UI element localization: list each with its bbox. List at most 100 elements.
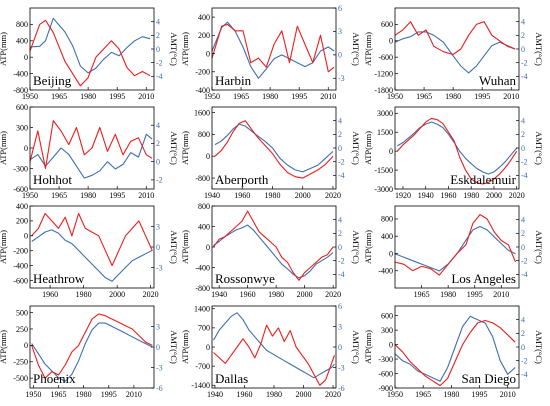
y-right-axis-title: AMT(°C) bbox=[351, 330, 361, 364]
y-right-tick-label: -6 bbox=[156, 384, 163, 393]
x-tick-label: 2020 bbox=[509, 191, 525, 200]
y-right-tick-label: 0 bbox=[521, 343, 525, 352]
y-left-tick-label: -200 bbox=[13, 247, 28, 256]
x-tick-label: 1995 bbox=[109, 191, 125, 200]
y-left-tick-label: -400 bbox=[195, 86, 210, 95]
y-right-tick-label: 0 bbox=[338, 243, 342, 252]
atp-series-line-heathrow bbox=[31, 212, 153, 267]
city-name-heathrow: Heathrow bbox=[33, 271, 85, 286]
x-tick-label: 1940 bbox=[204, 191, 220, 200]
y-right-tick-label: 2 bbox=[521, 130, 525, 139]
y-left-tick-label: -300 bbox=[378, 355, 393, 364]
y-left-axis-title: ATP(mm) bbox=[363, 131, 373, 165]
x-tick-label: 2010 bbox=[126, 390, 142, 399]
y-left-tick-label: 800 bbox=[381, 215, 393, 224]
y-right-axis-title: AMT(°C) bbox=[534, 330, 544, 364]
y-left-tick-label: 0 bbox=[206, 152, 210, 161]
y-left-tick-label: 200 bbox=[198, 31, 210, 40]
y-left-tick-label: 200 bbox=[16, 217, 28, 226]
panel-rossonwye: 1940 1960 1980 2000 2020 -800 -400 0 400 800 -4 -2 0… bbox=[180, 202, 361, 299]
y-left-axis-title: ATP(mm) bbox=[180, 32, 190, 66]
y-left-axis-title: ATP(mm) bbox=[180, 131, 190, 165]
y-right-tick-label: 4 bbox=[156, 17, 160, 26]
x-tick-label: 1995 bbox=[474, 92, 490, 101]
y-right-tick-label: -2 bbox=[521, 256, 528, 265]
x-tick-label: 1960 bbox=[42, 290, 58, 299]
y-left-axis-title: ATP(mm) bbox=[363, 32, 373, 66]
y-right-tick-label: 2 bbox=[521, 329, 525, 338]
atp-series-line-hohhot bbox=[29, 120, 153, 170]
atp-series-line-beijing bbox=[29, 19, 151, 87]
y-right-tick-label: 0 bbox=[156, 157, 160, 166]
x-tick-label: 1965 bbox=[415, 390, 431, 399]
y-left-tick-label: 0 bbox=[24, 341, 28, 350]
x-tick-label: 1920 bbox=[395, 191, 411, 200]
y-left-tick-label: 300 bbox=[381, 326, 393, 335]
plot-frame bbox=[211, 7, 337, 91]
x-tick-label: 1980 bbox=[443, 390, 459, 399]
y-right-tick-label: -3 bbox=[156, 263, 163, 272]
y-right-tick-label: 4 bbox=[338, 215, 342, 224]
amt-series-line-dallas bbox=[213, 312, 335, 379]
x-tick-label: 2020 bbox=[325, 191, 341, 200]
x-tick-label: 1980 bbox=[266, 390, 282, 399]
x-tick-label: 1940 bbox=[211, 290, 227, 299]
y-left-tick-label: 400 bbox=[198, 13, 210, 22]
x-tick-label: 1950 bbox=[25, 390, 41, 399]
x-tick-label: 1965 bbox=[51, 92, 67, 101]
y-right-tick-label: 0 bbox=[521, 45, 525, 54]
y-left-tick-label: -800 bbox=[195, 284, 210, 293]
x-tick-label: 2010 bbox=[493, 290, 509, 299]
y-left-tick-label: -3000 bbox=[374, 185, 393, 194]
atp-series-line-aberporth bbox=[214, 120, 334, 179]
y-left-tick-label: 1600 bbox=[194, 108, 210, 117]
y-right-axis-title: AMT(°C) bbox=[534, 32, 544, 66]
x-tick-label: 1960 bbox=[240, 290, 256, 299]
amt-series-line-san-diego bbox=[394, 315, 516, 382]
city-name-phoenix: Phoenix bbox=[33, 371, 76, 386]
atp-series-line-harbin bbox=[211, 23, 335, 73]
x-tick-label: 1995 bbox=[109, 92, 125, 101]
atp-series-line-wuhan bbox=[394, 21, 516, 56]
y-left-tick-label: 0 bbox=[24, 232, 28, 241]
x-tick-label: 2010 bbox=[503, 92, 519, 101]
panel-dallas: 1940 1960 1980 2000 2020 -1400 -700 0 700 1400 -6 -… bbox=[180, 302, 361, 399]
y-right-tick-label: 0 bbox=[521, 144, 525, 153]
y-left-tick-label: -500 bbox=[13, 374, 28, 383]
x-tick-label: 1960 bbox=[234, 191, 250, 200]
atp-series-line-san-diego bbox=[394, 319, 516, 387]
y-left-axis-title: ATP(mm) bbox=[0, 330, 8, 364]
panel-los-angeles: 1965 1980 1995 2010 -400 0 400 800 -4 -2 0 2 4 ATP(mm… bbox=[363, 205, 544, 299]
panel-hohhot: 1950 1965 1980 1995 2010 -600 -300 0 300 600 -2 0 2 4… bbox=[0, 103, 179, 200]
y-right-tick-label: -3 bbox=[338, 74, 345, 83]
amt-series-line-heathrow bbox=[31, 229, 153, 282]
y-right-tick-label: 0 bbox=[338, 343, 342, 352]
x-tick-label: 1950 bbox=[22, 191, 38, 200]
city-name-hohhot: Hohhot bbox=[33, 172, 72, 187]
y-left-tick-label: -900 bbox=[378, 384, 393, 393]
y-left-tick-label: 600 bbox=[381, 20, 393, 29]
amt-series-line-beijing bbox=[29, 17, 151, 74]
y-right-tick-label: -2 bbox=[521, 157, 528, 166]
y-left-tick-label: 400 bbox=[16, 202, 28, 211]
atp-series-line-dallas bbox=[213, 324, 336, 386]
y-left-tick-label: 800 bbox=[16, 20, 28, 29]
y-right-tick-label: 0 bbox=[521, 243, 525, 252]
y-right-axis-title: AMT(°C) bbox=[534, 131, 544, 165]
amt-series-line-hohhot bbox=[29, 133, 153, 179]
x-tick-label: 2020 bbox=[143, 290, 159, 299]
city-name-harbin: Harbin bbox=[215, 73, 252, 88]
y-left-tick-label: -600 bbox=[378, 53, 393, 62]
y-left-tick-label: -400 bbox=[13, 69, 28, 78]
panel-wuhan: 1950 1965 1980 1995 2010 -1800 -1200 -600 0 600 -4… bbox=[363, 7, 544, 101]
city-name-beijing: Beijing bbox=[33, 73, 72, 88]
panel-harbin: 1950 1965 1980 1995 2010 -400 -200 0 200 400 -3 0 3 6… bbox=[180, 4, 361, 101]
x-tick-label: 1940 bbox=[207, 390, 223, 399]
y-left-tick-label: -800 bbox=[13, 86, 28, 95]
amt-series-line-eskdalemuir bbox=[397, 121, 518, 175]
y-right-tick-label: 3 bbox=[338, 27, 342, 36]
y-right-tick-label: 4 bbox=[156, 121, 160, 130]
x-tick-label: 1980 bbox=[463, 191, 479, 200]
panel-aberporth: 1940 1960 1980 2000 2020-80008001600-4-2024A… bbox=[180, 106, 361, 200]
